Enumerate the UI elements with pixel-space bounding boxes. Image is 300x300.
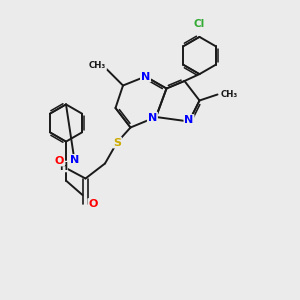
Text: O: O: [55, 155, 64, 166]
Text: S: S: [113, 137, 121, 148]
Text: H: H: [59, 161, 67, 172]
Text: N: N: [184, 115, 194, 125]
Text: Cl: Cl: [194, 19, 205, 29]
Text: CH₃: CH₃: [220, 90, 238, 99]
Text: N: N: [148, 112, 157, 123]
Text: O: O: [88, 199, 98, 209]
Text: CH₃: CH₃: [89, 61, 106, 70]
Text: N: N: [141, 71, 150, 82]
Text: N: N: [70, 155, 79, 165]
